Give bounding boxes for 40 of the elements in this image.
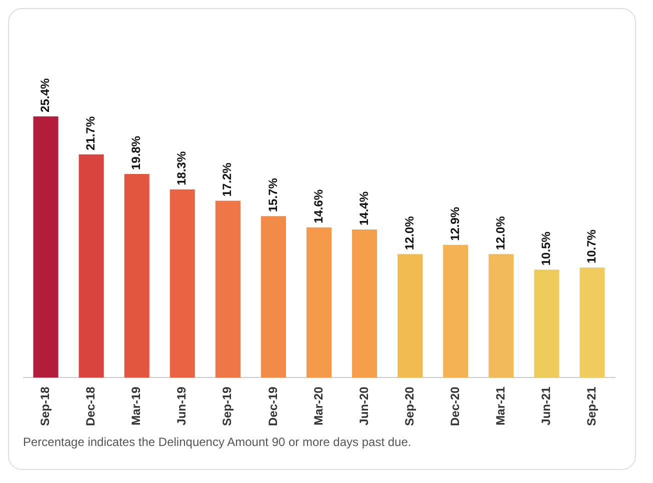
x-tick-label: Jun-20 [356, 386, 371, 426]
x-tick-label: Dec-18 [84, 386, 98, 426]
x-tick-label: Dec-20 [448, 386, 462, 426]
bar [306, 227, 332, 378]
x-tick-label: Mar-19 [129, 386, 144, 426]
x-tick-label: Sep-18 [38, 386, 52, 426]
x-tick-label: Jun-21 [539, 386, 554, 426]
data-label: 10.5% [539, 231, 554, 266]
data-label: 19.8% [129, 136, 144, 170]
data-label: 12.0% [402, 216, 416, 250]
data-label: 25.4% [38, 78, 52, 112]
bar [488, 254, 514, 378]
bar [78, 154, 104, 378]
x-tick-label: Dec-19 [266, 386, 280, 426]
x-tick-label: Sep-20 [402, 386, 416, 426]
data-label: 21.7% [84, 116, 98, 150]
data-label: 14.4% [356, 191, 371, 226]
x-tick-label: Sep-21 [584, 386, 599, 426]
bar [215, 200, 240, 378]
x-tick-label: Jun-19 [174, 386, 189, 426]
data-label: 14.6% [311, 189, 326, 224]
data-label: 18.3% [174, 151, 189, 186]
bar [398, 254, 423, 378]
bar [352, 229, 378, 378]
bar [33, 116, 58, 378]
bar [534, 270, 560, 378]
data-label: 12.0% [493, 216, 508, 250]
data-label: 10.7% [584, 229, 599, 264]
data-label: 17.2% [220, 162, 234, 197]
bar [580, 268, 605, 378]
data-label: 12.9% [448, 206, 462, 241]
bar [260, 216, 286, 378]
x-tick-label: Sep-19 [220, 386, 234, 426]
text: Percentage indicates the Delinquency Amount 90 or more days past due. [23, 435, 412, 449]
bar [443, 244, 468, 378]
bar [124, 174, 150, 378]
x-tick-label: Mar-21 [493, 386, 508, 426]
bar [170, 189, 195, 378]
x-tick-label: Mar-20 [311, 386, 326, 426]
data-label: 15.7% [266, 178, 280, 212]
